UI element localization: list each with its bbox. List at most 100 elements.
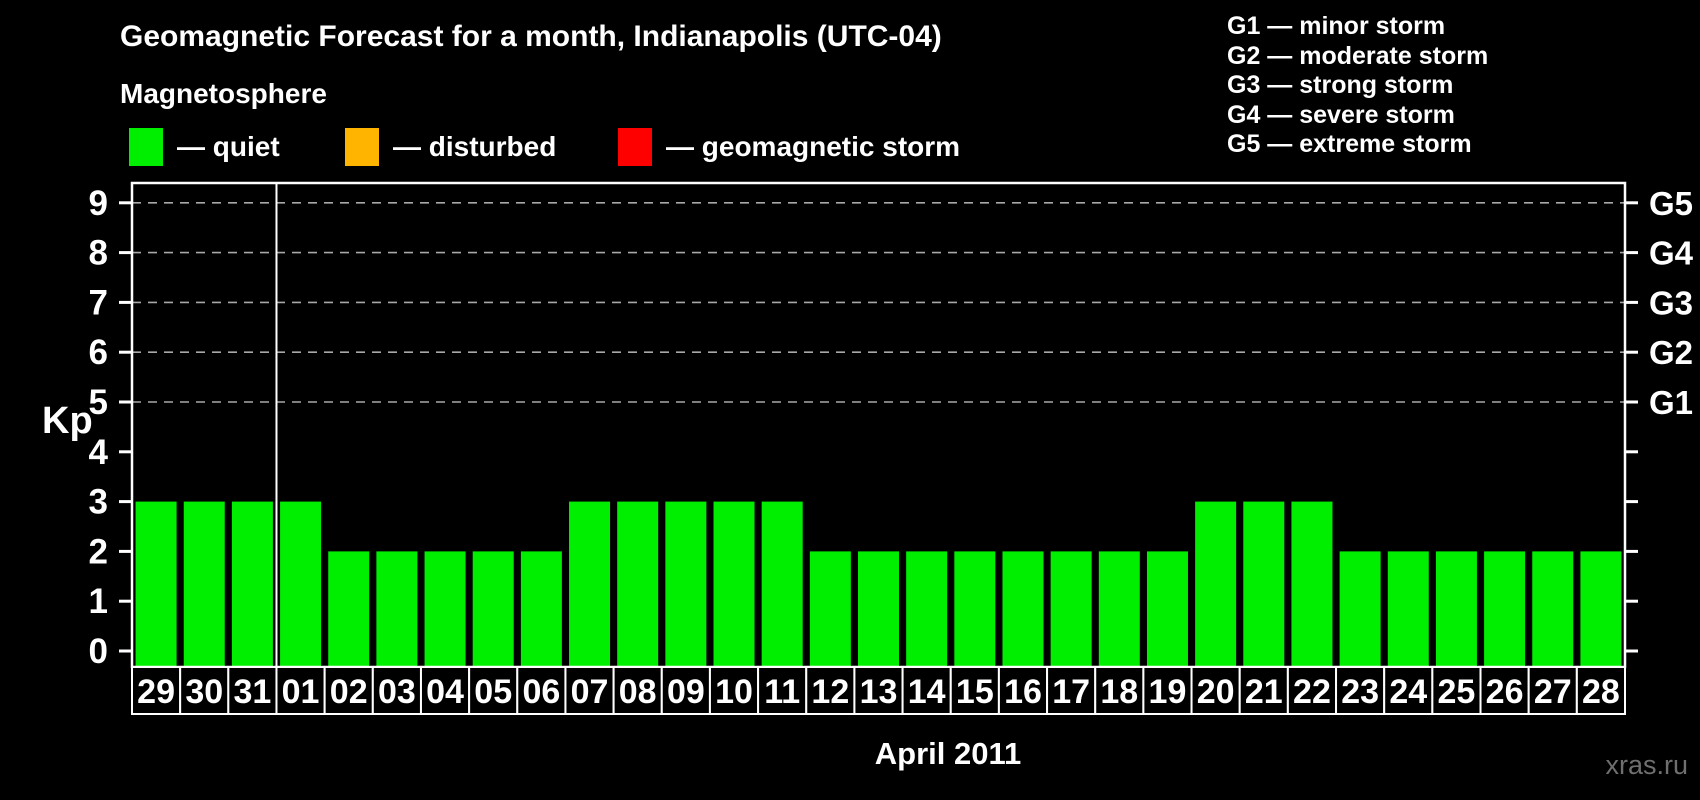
g2-legend-line: G2 — moderate storm [1227, 41, 1489, 70]
magnetosphere-legend-heading: Magnetosphere [120, 78, 327, 109]
kp-bar-day-27 [1532, 551, 1574, 666]
date-label-06: 06 [522, 673, 560, 711]
date-label-22: 22 [1293, 673, 1331, 711]
quiet-color-swatch [129, 128, 163, 166]
kp-bar-day-08 [617, 501, 659, 666]
y-tick-label-6: 6 [89, 333, 108, 372]
kp-bar-day-24 [1387, 551, 1429, 666]
date-label-16: 16 [1004, 673, 1042, 711]
kp-bar-day-25 [1435, 551, 1477, 666]
kp-bar-day-12 [809, 551, 851, 666]
date-label-11: 11 [764, 673, 800, 711]
legend-item-geomagnetic-storm: — geomagnetic storm [618, 127, 960, 167]
kp-bar-day-19 [1146, 551, 1188, 666]
date-cell-27 [1527, 666, 1578, 715]
date-cell-11 [757, 666, 808, 715]
right-axis-label-G2: G2 [1649, 334, 1693, 371]
date-label-31: 31 [233, 673, 271, 711]
g5-legend-line: G5 — extreme storm [1227, 130, 1472, 158]
kp-bar-day-29 [135, 501, 177, 666]
date-label-27: 27 [1534, 673, 1572, 711]
date-label-14: 14 [908, 673, 946, 711]
legend-item-label: — geomagnetic storm [666, 131, 961, 162]
date-cell-22 [1286, 666, 1338, 715]
date-label-17: 17 [1052, 673, 1090, 711]
y-tick-label-3: 3 [89, 483, 108, 522]
date-label-25: 25 [1438, 673, 1476, 711]
date-label-30: 30 [185, 673, 223, 711]
right-axis-label-G3: G3 [1649, 284, 1693, 321]
kp-bar-day-15 [954, 551, 996, 666]
kp-bar-day-09 [665, 501, 707, 666]
kp-bar-day-31 [231, 501, 273, 666]
date-cell-10 [708, 666, 760, 715]
date-cell-21 [1238, 666, 1289, 715]
kp-bar-day-06 [520, 551, 562, 666]
kp-bar-day-17 [1050, 551, 1092, 666]
kp-bar-day-14 [906, 551, 948, 666]
date-label-19: 19 [1149, 673, 1187, 711]
date-label-07: 07 [571, 673, 609, 711]
date-cell-03 [371, 666, 422, 715]
y-tick-label-7: 7 [89, 283, 108, 322]
kp-bar-day-01 [280, 501, 322, 666]
x-axis-title: April 2011 [874, 736, 1022, 771]
kp-bar-day-03 [376, 551, 418, 666]
date-label-21: 21 [1245, 673, 1283, 711]
date-cell-14 [901, 666, 952, 715]
right-axis-label-G4: G4 [1649, 235, 1694, 272]
y-tick-label-8: 8 [89, 234, 108, 273]
date-cell-09 [660, 666, 711, 715]
g4-legend-line: G4 — severe storm [1227, 100, 1455, 129]
kp-bar-day-16 [1002, 551, 1044, 666]
date-label-23: 23 [1341, 673, 1379, 711]
date-cell-17 [1046, 666, 1097, 715]
date-cell-28 [1575, 666, 1627, 715]
date-label-01: 01 [282, 673, 320, 711]
kp-bar-day-04 [424, 551, 466, 666]
y-tick-label-9: 9 [89, 184, 108, 223]
date-cell-12 [805, 666, 856, 715]
date-cell-08 [612, 666, 663, 715]
y-tick-label-1: 1 [89, 582, 108, 621]
y-tick-label-2: 2 [89, 532, 108, 571]
legend-item-label: — disturbed [393, 131, 557, 162]
g1-legend-line: G1 — minor storm [1227, 12, 1446, 40]
kp-bar-day-26 [1484, 551, 1526, 666]
date-label-26: 26 [1486, 673, 1524, 711]
date-cell-18 [1094, 666, 1145, 715]
y-axis-title: Kp [42, 400, 93, 442]
geomagnetic-storm-color-swatch [618, 128, 652, 166]
kp-bar-day-23 [1339, 551, 1381, 666]
date-label-12: 12 [811, 673, 849, 711]
date-cell-07 [564, 666, 615, 715]
date-cell-29 [131, 666, 182, 715]
kp-bar-day-18 [1098, 551, 1140, 666]
date-cell-25 [1431, 666, 1482, 715]
kp-bar-day-28 [1580, 551, 1622, 666]
date-cell-04 [419, 666, 471, 715]
date-label-04: 04 [426, 673, 464, 711]
page-title: Geomagnetic Forecast for a month, Indian… [120, 20, 942, 53]
kp-bar-day-21 [1243, 501, 1285, 666]
date-cell-30 [179, 666, 230, 715]
legend-item-disturbed: — disturbed [345, 127, 556, 167]
date-label-10: 10 [715, 673, 753, 711]
date-label-20: 20 [1197, 673, 1235, 711]
kp-bar-day-10 [713, 501, 755, 666]
g-scale-legend: G1 — minor storm G2 — moderate storm G3 … [1227, 12, 1488, 160]
y-tick-label-0: 0 [89, 632, 108, 671]
date-label-29: 29 [137, 673, 175, 711]
legend-item-label: — quiet [177, 131, 280, 162]
date-cell-02 [323, 666, 374, 715]
date-label-09: 09 [667, 673, 705, 711]
kp-bar-day-02 [328, 551, 370, 666]
kp-bar-day-30 [183, 501, 225, 666]
kp-bar-day-20 [1195, 501, 1237, 666]
legend-item-quiet: — quiet [129, 127, 280, 167]
kp-bar-day-13 [858, 551, 899, 666]
g3-legend-line: G3 — strong storm [1227, 71, 1454, 99]
kp-bar-day-22 [1291, 501, 1333, 666]
date-label-02: 02 [330, 673, 368, 711]
